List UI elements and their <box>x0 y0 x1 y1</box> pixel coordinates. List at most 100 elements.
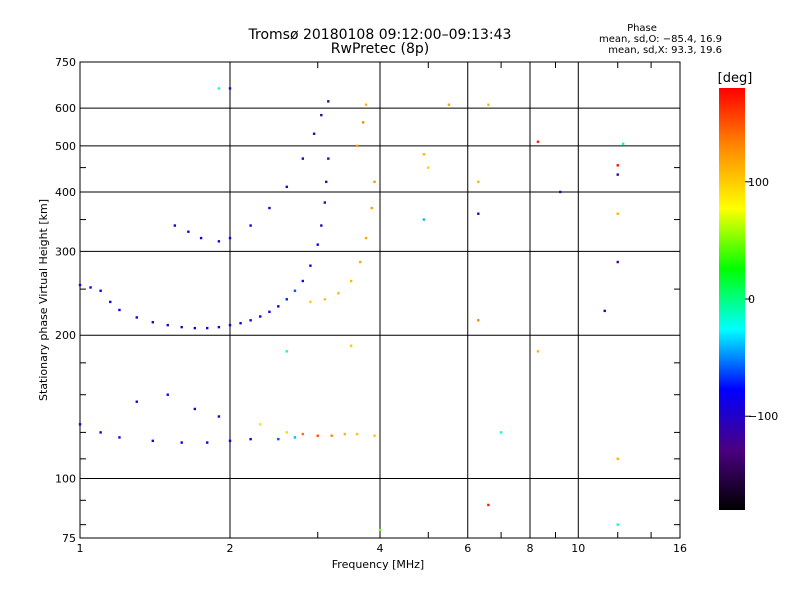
data-point <box>301 157 305 160</box>
data-point <box>199 236 203 240</box>
data-point <box>361 121 365 124</box>
y-tick-label: 100 <box>55 473 76 486</box>
data-point <box>325 180 328 184</box>
colorbar-tick-label: −100 <box>748 410 778 423</box>
data-point <box>78 283 82 287</box>
data-point <box>349 279 353 283</box>
y-tick-label: 400 <box>55 186 76 199</box>
data-point <box>616 164 619 167</box>
data-point <box>180 441 183 444</box>
data-point <box>187 230 190 233</box>
y-axis-ticks: 75 100 200 300 400 500 600 750 <box>55 56 680 545</box>
data-point <box>337 292 340 295</box>
colorbar-tick-label: 0 <box>748 293 755 306</box>
data-point <box>487 103 490 106</box>
data-point <box>309 264 312 267</box>
x-tick-label: 16 <box>673 542 687 555</box>
y-axis-label: Stationary phase Virtual Height [km] <box>37 199 50 401</box>
chart-title: Tromsø 20180108 09:12:00–09:13:43 <box>248 27 512 43</box>
data-point <box>259 423 262 426</box>
data-point <box>249 319 252 322</box>
data-point <box>364 103 368 106</box>
data-point <box>477 212 480 215</box>
x-axis-label: Frequency [MHz] <box>332 558 424 571</box>
x-axis-ticks: 1 2 4 6 8 10 16 <box>77 62 687 555</box>
data-point <box>109 300 112 304</box>
colorbar-gradient <box>719 88 745 510</box>
data-point <box>301 279 305 283</box>
x-tick-label: 8 <box>527 542 534 555</box>
data-point <box>268 206 271 210</box>
data-point <box>427 166 430 169</box>
y-tick-label: 300 <box>55 245 76 258</box>
stats-line-o: mean, sd,O: −85.4, 16.9 <box>599 34 722 45</box>
data-point <box>536 350 540 353</box>
data-point <box>477 319 480 322</box>
data-point <box>285 350 288 353</box>
data-point <box>135 400 138 403</box>
data-point <box>293 289 297 292</box>
data-point <box>616 260 619 264</box>
data-point <box>316 243 319 246</box>
data-point <box>217 325 221 329</box>
data-point <box>99 431 102 434</box>
data-point <box>259 315 262 318</box>
data-point <box>118 308 121 312</box>
data-point <box>205 326 209 330</box>
data-point <box>447 103 451 106</box>
data-point <box>228 87 232 90</box>
data-point <box>378 528 382 532</box>
data-point <box>364 236 368 240</box>
colorbar-label: [deg] <box>718 71 753 86</box>
data-point <box>327 100 330 103</box>
x-tick-label: 4 <box>377 542 384 555</box>
data-point <box>320 113 323 117</box>
x-tick-label: 6 <box>464 542 471 555</box>
x-tick-label: 1 <box>77 542 84 555</box>
stats-line-x: mean, sd,X: 93.3, 19.6 <box>608 45 722 56</box>
data-point <box>193 326 197 330</box>
title-block: Tromsø 20180108 09:12:00–09:13:43 RwPret… <box>248 27 512 57</box>
x-tick-label: 2 <box>227 542 234 555</box>
y-tick-label: 750 <box>55 56 76 69</box>
data-point <box>355 432 359 436</box>
data-point <box>228 323 232 327</box>
data-point <box>89 286 92 289</box>
data-point <box>536 140 540 143</box>
data-point <box>499 431 503 434</box>
chart-subtitle: RwPretec (8p) <box>331 41 429 57</box>
data-point <box>487 503 490 507</box>
data-point <box>355 144 359 148</box>
data-point <box>151 321 155 324</box>
y-tick-label: 500 <box>55 140 76 153</box>
data-point <box>309 300 312 304</box>
data-point <box>217 415 221 418</box>
data-point <box>249 437 252 441</box>
y-tick-label: 600 <box>55 102 76 115</box>
data-point <box>166 393 169 396</box>
data-point <box>293 436 297 439</box>
data-point <box>422 153 426 156</box>
data-point <box>327 157 330 160</box>
data-point <box>285 431 288 434</box>
data-point <box>320 224 323 227</box>
data-point <box>193 407 197 411</box>
data-point <box>277 305 280 308</box>
data-point <box>323 298 327 301</box>
data-point <box>277 437 280 441</box>
data-point <box>616 523 619 526</box>
data-point <box>173 224 177 227</box>
y-tick-label: 200 <box>55 329 76 342</box>
data-point <box>301 432 305 436</box>
data-point <box>323 201 327 204</box>
grid-x <box>229 62 579 538</box>
data-point <box>239 321 242 325</box>
data-point <box>358 260 362 264</box>
data-point <box>477 180 480 184</box>
data-point <box>180 325 183 329</box>
data-point <box>373 434 376 437</box>
data-point <box>312 132 316 135</box>
data-point <box>370 206 373 210</box>
x-tick-label: 10 <box>571 542 585 555</box>
